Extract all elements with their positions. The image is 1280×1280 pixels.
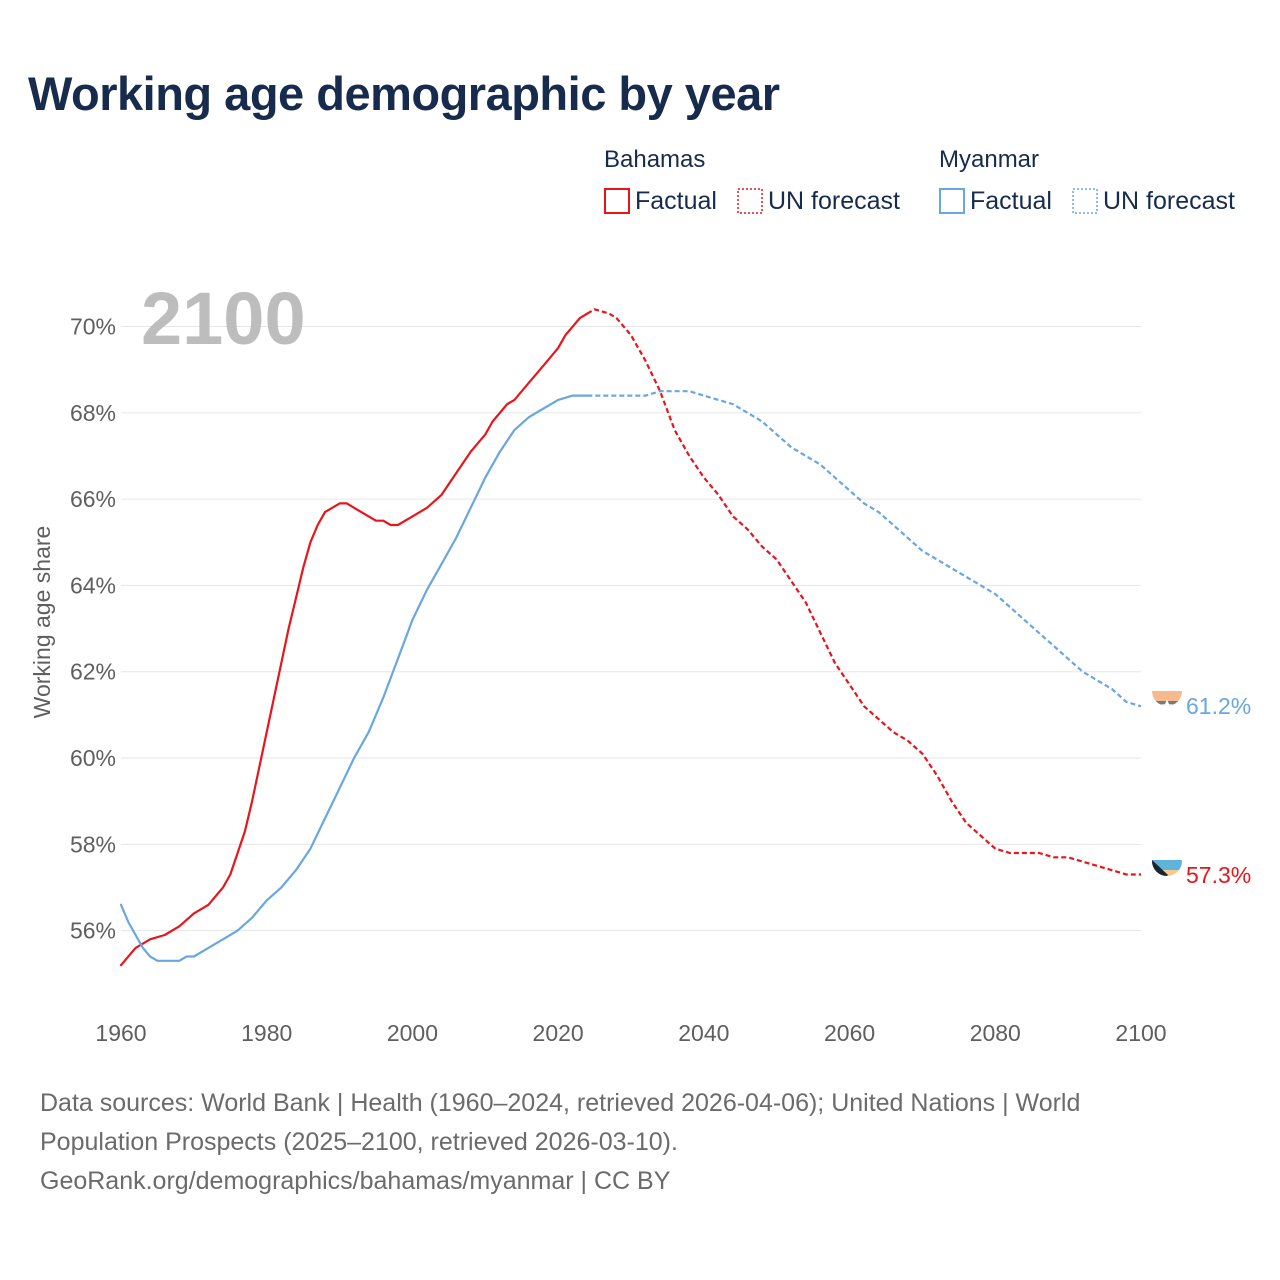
x-tick-label: 2100 — [1115, 1020, 1166, 1046]
x-tick-label: 2020 — [533, 1020, 584, 1046]
x-tick-label: 1960 — [95, 1020, 146, 1046]
legend-label-myanmar-factual: Factual — [970, 187, 1052, 215]
series-line-myanmar-forecast — [587, 390, 1142, 708]
x-tick-label: 2000 — [387, 1020, 438, 1046]
x-tick-label: 1980 — [241, 1020, 292, 1046]
legend-label-bahamas-forecast: UN forecast — [768, 187, 900, 215]
x-tick-label: 2080 — [970, 1020, 1021, 1046]
y-tick-label: 62% — [70, 659, 116, 685]
flag-stripe-bottom — [1152, 880, 1182, 890]
footer-sources-line1: Data sources: World Bank | Health (1960–… — [40, 1089, 1081, 1117]
x-tick-label: 2040 — [678, 1020, 729, 1046]
legend-label-myanmar-forecast: UN forecast — [1103, 187, 1235, 215]
y-tick-label: 68% — [70, 400, 116, 426]
footer: Data sources: World Bank | Health (1960–… — [40, 1084, 1200, 1201]
legend-label-bahamas-factual: Factual — [635, 187, 717, 215]
series-line-bahamas-factual — [119, 312, 589, 967]
flag-stripe-bottom — [1152, 711, 1182, 721]
flag-stripe-top — [1152, 860, 1182, 870]
y-tick-label: 66% — [70, 486, 116, 512]
legend-swatch-myanmar-factual — [939, 188, 965, 214]
legend-swatch-bahamas-factual — [604, 188, 630, 214]
y-axis-label: Working age share — [29, 526, 55, 719]
footer-sources-line2: Population Prospects (2025–2100, retriev… — [40, 1128, 678, 1156]
y-tick-label: 58% — [70, 831, 116, 857]
y-tick-label: 70% — [70, 314, 116, 340]
legend-swatch-myanmar-forecast — [1072, 188, 1098, 214]
y-tick-label: 56% — [70, 918, 116, 944]
y-tick-label: 64% — [70, 572, 116, 598]
series-lines — [119, 308, 1142, 967]
bahamas-flag-icon — [1152, 860, 1182, 890]
gridlines — [121, 326, 1141, 932]
flag-stripe-top — [1152, 691, 1182, 701]
legend: Bahamas Factual UN forecast Myanmar Factual U… — [604, 146, 1235, 215]
year-watermark: 2100 — [141, 277, 306, 360]
flag-stripe-middle — [1152, 870, 1182, 876]
series-line-myanmar-factual — [119, 394, 589, 962]
end-value-label-myanmar: 61.2% — [1186, 693, 1251, 719]
series-line-bahamas-forecast — [586, 308, 1141, 876]
x-axis-ticks: 1960 1980 2000 2020 2040 2060 2080 2100 — [95, 1020, 1166, 1046]
y-tick-label: 60% — [70, 745, 116, 771]
page-title: Working age demographic by year — [28, 67, 780, 120]
legend-swatch-bahamas-forecast — [737, 188, 763, 214]
y-axis-ticks: 56% 58% 60% 62% 64% 66% 68% 70% — [70, 314, 116, 944]
end-markers: 57.3% 61.2% — [1152, 691, 1251, 890]
legend-group-myanmar: Myanmar — [939, 146, 1039, 173]
footer-credit: GeoRank.org/demographics/bahamas/myanmar… — [40, 1167, 671, 1195]
myanmar-flag-icon — [1152, 691, 1182, 721]
x-tick-label: 2060 — [824, 1020, 875, 1046]
end-value-label-bahamas: 57.3% — [1186, 862, 1251, 888]
legend-group-bahamas: Bahamas — [604, 146, 705, 173]
